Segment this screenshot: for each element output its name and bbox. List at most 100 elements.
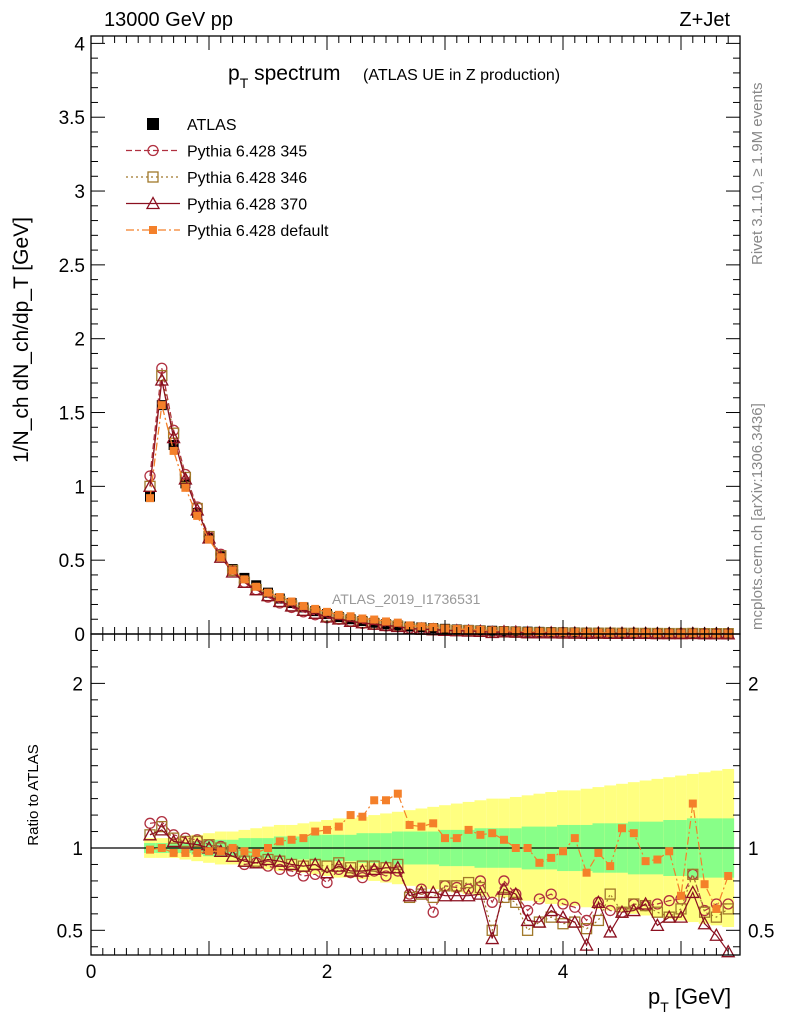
ratio-point-pdefault (275, 837, 284, 846)
legend-label-data: ATLAS (187, 117, 237, 134)
ratio-point-pdefault (417, 822, 426, 831)
ratio-point-pdefault (700, 880, 709, 889)
legend-label-p346: Pythia 6.428 346 (187, 170, 307, 187)
ratio-point-p346 (521, 924, 534, 936)
ratio-point-p345 (474, 875, 487, 887)
ratio-point-p370 (614, 904, 630, 918)
ratio-point-p370 (673, 909, 689, 923)
ratio-point-p345 (321, 876, 333, 889)
ratio-y-tick-label-right: 0.5 (748, 921, 774, 942)
ratio-point-p370 (355, 863, 370, 877)
point-p370 (166, 430, 181, 444)
main-y-tick-label: 1 (74, 477, 85, 498)
ratio-point-p370 (414, 885, 429, 899)
ratio-point-p370 (709, 927, 724, 941)
ratio-point-pdefault (334, 822, 343, 831)
ratio-point-p370 (402, 888, 417, 902)
legend-item-p370: Pythia 6.428 370 (126, 196, 307, 214)
ratio-point-pdefault (500, 835, 508, 844)
point-pdefault (393, 618, 402, 627)
point-pdefault (181, 483, 190, 492)
title-main: p (228, 62, 240, 85)
ratio-point-pdefault (511, 844, 520, 852)
analysis-watermark: ATLAS_2019_I1736531 (332, 591, 481, 607)
ratio-point-p370 (272, 853, 287, 867)
ratio-y-tick-label: 0.5 (57, 921, 83, 942)
ratio-point-p345 (580, 914, 593, 927)
ratio-point-p346 (321, 860, 333, 872)
main-y-tick-label: 0.5 (59, 551, 85, 572)
ratio-point-p370 (237, 853, 252, 867)
ratio-point-p346 (156, 820, 168, 833)
main-y-tick-label: 1.5 (59, 404, 85, 425)
point-pdefault (346, 612, 355, 621)
x-tick-label: 2 (322, 962, 333, 983)
ratio-point-pdefault (665, 847, 674, 856)
ratio-point-pdefault (382, 796, 390, 805)
ratio-point-pdefault (441, 834, 449, 843)
legend-label-pdefault: Pythia 6.428 default (187, 223, 329, 240)
ratio-point-pdefault (535, 858, 544, 867)
ratio-series-pdefault (146, 789, 733, 913)
ratio-point-p370 (626, 903, 641, 917)
point-pdefault (405, 621, 414, 630)
ratio-point-p346 (639, 899, 652, 912)
point-p370 (142, 478, 158, 492)
point-pdefault (311, 604, 320, 613)
ratio-y-axis-label: Ratio to ATLAS (25, 744, 42, 845)
ratio-point-p370 (390, 860, 405, 874)
legend-label-p345: Pythia 6.428 345 (187, 144, 307, 161)
legend-label-p370: Pythia 6.428 370 (187, 197, 307, 214)
ratio-point-pdefault (252, 848, 261, 857)
ratio-point-pdefault (641, 857, 650, 866)
ratio-point-pdefault (358, 812, 367, 821)
ratio-point-p346 (651, 906, 664, 918)
ratio-point-p346 (486, 924, 498, 936)
ratio-point-p370 (331, 858, 346, 872)
ratio-point-pdefault (299, 834, 308, 843)
ratio-point-pdefault (559, 847, 567, 856)
main-y-label-text: 1/N_ch dN_ch/dp_T [GeV] (10, 217, 33, 463)
point-pdefault (382, 617, 390, 626)
ratio-point-p370 (567, 914, 582, 928)
point-pdefault (252, 582, 261, 591)
ratio-point-p345 (356, 871, 369, 884)
ratio-point-p346 (722, 903, 734, 915)
ratio-y-tick-label: 2 (72, 674, 83, 695)
ratio-point-pdefault (547, 853, 556, 862)
xlabel-rest: [GeV] (669, 984, 731, 1009)
ratio-point-p346 (557, 918, 569, 930)
ratio-point-p345 (462, 883, 475, 895)
ratio-point-p346 (191, 835, 203, 848)
ratio-point-p346 (675, 903, 687, 915)
ratio-point-p346 (392, 858, 404, 871)
ratio-point-pdefault (582, 868, 591, 877)
point-pdefault (334, 610, 343, 619)
ratio-point-p346 (474, 881, 487, 894)
point-pdefault (417, 622, 426, 631)
point-pdefault (193, 511, 202, 520)
legend-marker-pdefault (149, 226, 157, 234)
ratio-point-p346 (498, 891, 510, 904)
svg-text:pT spectrum: pT spectrum (228, 62, 340, 91)
ratio-point-pdefault (370, 796, 379, 805)
legend: ATLAS Pythia 6.428 345 Pythia 6.428 346 Pyt… (126, 117, 329, 240)
main-y-axis-label: 1/N_ch dN_ch/dp_T [GeV] (10, 217, 33, 463)
main-y-tick-label: 4 (74, 34, 85, 55)
ratio-point-pdefault (653, 855, 662, 864)
ratio-point-pdefault (606, 862, 615, 871)
point-pdefault (264, 588, 272, 597)
point-pdefault (205, 535, 213, 544)
ratio-point-p370 (532, 914, 547, 928)
ratio-point-p370 (166, 834, 181, 848)
point-pdefault (240, 575, 249, 584)
ratio-point-p370 (697, 916, 712, 930)
ratio-point-p370 (721, 944, 736, 958)
ratio-point-pdefault (264, 844, 272, 852)
ratio-point-pdefault (488, 829, 497, 838)
xlabel-main: p (648, 984, 660, 1009)
point-p370 (343, 613, 358, 627)
ratio-point-pdefault (146, 845, 154, 854)
ratio-point-p346 (545, 911, 557, 923)
ratio-point-p370 (367, 862, 382, 876)
